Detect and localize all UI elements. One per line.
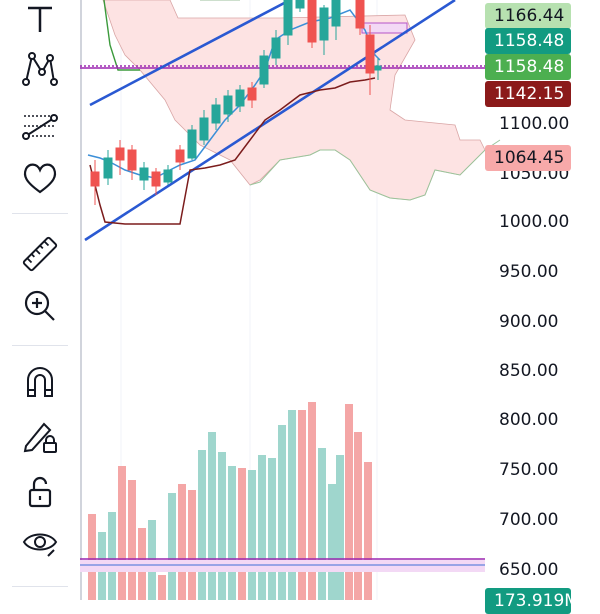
volume-bar [158, 575, 166, 600]
candle [374, 58, 382, 80]
chart-pane[interactable] [80, 0, 600, 600]
volume-bar [188, 490, 196, 600]
price-tick-label: 800.00 [499, 410, 559, 430]
toolbar-divider [12, 586, 68, 587]
price-tick-label: 900.00 [499, 312, 559, 332]
price-tag-last-price: 1158.48 [485, 28, 571, 54]
price-tick-label: 850.00 [499, 361, 559, 381]
volume-bar [345, 404, 353, 600]
volume-bar [208, 432, 216, 600]
volume-bar [248, 470, 256, 600]
ruler-measure-icon[interactable] [15, 232, 65, 276]
favorites-heart-icon[interactable] [15, 156, 65, 200]
lock-drawing-pencil-icon[interactable] [15, 414, 65, 458]
lower-trendline[interactable] [84, 0, 456, 242]
candle [319, 5, 329, 55]
price-tick-label: 1100.00 [499, 114, 570, 134]
zoom-in-icon[interactable] [15, 284, 65, 328]
candle [247, 82, 257, 108]
price-tick-label: 750.00 [499, 460, 559, 480]
forecast-tool-icon[interactable] [15, 104, 65, 148]
volume-bar [268, 458, 276, 600]
volume-bar [88, 514, 96, 600]
volume-bar [288, 410, 296, 600]
volume-bar [128, 480, 136, 600]
candle [103, 150, 113, 185]
toolbar-divider [12, 213, 68, 214]
volume-bar [318, 448, 326, 600]
price-axis[interactable]: 1100.00 1050.00 1000.00 950.00 900.00 85… [485, 0, 600, 614]
candle [151, 168, 161, 195]
volume-bar [354, 432, 362, 600]
price-tick-label: 650.00 [499, 560, 559, 580]
price-tag-volume: 173.919M [485, 588, 579, 614]
candle [223, 90, 233, 122]
price-tag-senkou-b: 1064.45 [485, 145, 571, 171]
volume-bar [308, 402, 316, 600]
candle [127, 145, 137, 180]
text-tool-icon[interactable] [15, 0, 65, 44]
candle [283, 0, 293, 45]
volume-bar [168, 493, 176, 600]
unlock-icon[interactable] [15, 470, 65, 514]
volume-bar [258, 455, 266, 600]
candle [115, 140, 125, 175]
candlestick-chart[interactable] [80, 0, 600, 600]
volume-bar [178, 484, 186, 600]
candles [90, 0, 382, 205]
candle [235, 85, 245, 112]
volume-bar [238, 468, 246, 600]
candle [175, 145, 185, 170]
volume-bar [108, 512, 116, 600]
candle [211, 98, 221, 130]
candle [331, 0, 341, 40]
candle [271, 30, 281, 65]
candle [163, 165, 173, 185]
candle [307, 0, 317, 48]
volume-bar [364, 462, 372, 600]
volume-bar [278, 425, 286, 600]
price-tag-lagging: 1158.48 [485, 54, 571, 80]
drawing-toolbar [0, 0, 80, 600]
toolbar-divider [12, 345, 68, 346]
volume-bar [118, 466, 126, 600]
candle [187, 125, 197, 160]
candle [90, 160, 100, 205]
candle [259, 50, 269, 88]
candle [139, 162, 149, 190]
candle [199, 110, 209, 145]
magnet-icon[interactable] [15, 360, 65, 404]
volume-bar [218, 452, 226, 600]
pattern-tool-icon[interactable] [15, 46, 65, 90]
volume-bar [336, 455, 344, 600]
eye-visibility-icon[interactable] [15, 520, 65, 564]
price-tag-senkou-a: 1166.44 [485, 3, 571, 29]
candle [295, 0, 305, 12]
volume-bar [228, 466, 236, 600]
price-tick-label: 700.00 [499, 510, 559, 530]
candle [355, 0, 365, 35]
upper-trendline[interactable] [89, 0, 291, 107]
purple-volume-zone [80, 560, 485, 572]
price-tick-label: 1000.00 [499, 212, 570, 232]
kijun-line [89, 77, 376, 225]
price-tag-kijun: 1142.15 [485, 81, 571, 107]
volume-bar [298, 410, 306, 600]
price-tick-label: 950.00 [499, 262, 559, 282]
purple-zone-box [361, 22, 408, 34]
lagging-span-line [103, 0, 140, 71]
candle [365, 25, 375, 95]
volume-bar [198, 450, 206, 600]
volume-bar [328, 484, 336, 600]
